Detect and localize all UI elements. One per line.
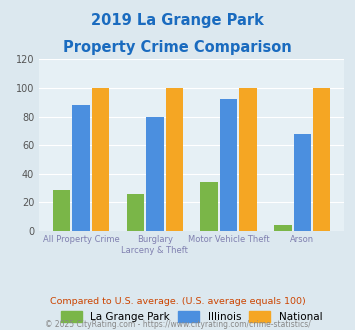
Legend: La Grange Park, Illinois, National: La Grange Park, Illinois, National <box>58 308 325 325</box>
Bar <box>274 225 291 231</box>
Bar <box>146 116 164 231</box>
Bar <box>220 99 237 231</box>
Bar <box>92 88 109 231</box>
Bar <box>239 88 257 231</box>
Bar <box>201 182 218 231</box>
Bar <box>294 134 311 231</box>
Bar <box>72 105 90 231</box>
Text: Property Crime Comparison: Property Crime Comparison <box>63 40 292 54</box>
Bar <box>313 88 331 231</box>
Text: 2019 La Grange Park: 2019 La Grange Park <box>91 13 264 28</box>
Bar <box>127 194 144 231</box>
Text: Compared to U.S. average. (U.S. average equals 100): Compared to U.S. average. (U.S. average … <box>50 297 305 306</box>
Text: © 2025 CityRating.com - https://www.cityrating.com/crime-statistics/: © 2025 CityRating.com - https://www.city… <box>45 320 310 329</box>
Bar <box>53 189 70 231</box>
Bar <box>165 88 183 231</box>
